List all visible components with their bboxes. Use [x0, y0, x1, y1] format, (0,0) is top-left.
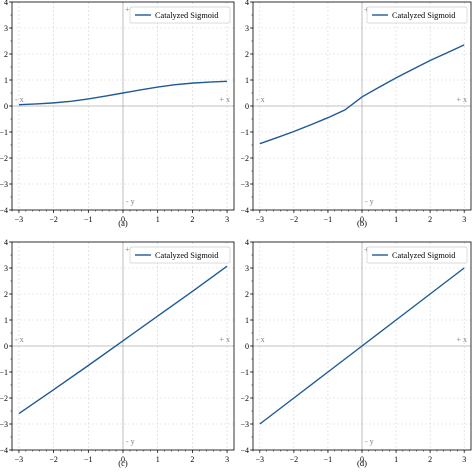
- y-tick-label: −2: [240, 154, 249, 163]
- legend-box: [366, 246, 468, 264]
- y-tick-label: 2: [245, 290, 249, 299]
- y-tick-label: 1: [4, 76, 8, 85]
- pos-x-annotation: + x: [456, 95, 467, 104]
- y-tick-label: 1: [245, 76, 249, 85]
- y-tick-label: −2: [0, 394, 8, 403]
- x-tick-label: −2: [49, 455, 58, 464]
- panel-caption: (a): [118, 218, 128, 228]
- y-tick-label: −3: [0, 420, 8, 429]
- x-tick-label: 3: [225, 215, 229, 224]
- y-tick-label: −2: [240, 394, 249, 403]
- legend-box: [129, 246, 231, 264]
- y-tick-label: 0: [4, 102, 8, 111]
- x-tick-label: 1: [394, 215, 398, 224]
- neg-y-annotation: - y: [365, 197, 374, 206]
- x-tick-label: −2: [290, 455, 299, 464]
- y-tick-label: 4: [245, 238, 249, 247]
- y-tick-label: −1: [240, 128, 249, 137]
- series-line: [259, 267, 465, 425]
- x-tick-label: −1: [84, 455, 93, 464]
- y-tick-label: 4: [4, 238, 8, 247]
- y-tick-label: 2: [4, 50, 8, 59]
- y-tick-label: −3: [0, 180, 8, 189]
- x-tick-label: 0: [121, 215, 125, 224]
- panel-caption: (d): [357, 458, 367, 468]
- x-tick-label: −3: [256, 215, 265, 224]
- legend-box: [366, 6, 468, 24]
- y-tick-label: 1: [4, 316, 8, 325]
- y-tick-label: 2: [4, 290, 8, 299]
- x-tick-label: 1: [156, 215, 160, 224]
- legend-label: Catalyzed Sigmoid: [155, 251, 219, 260]
- x-tick-label: 2: [428, 455, 432, 464]
- neg-x-annotation: - x: [256, 95, 265, 104]
- x-tick-label: 1: [156, 455, 160, 464]
- x-tick-label: −1: [324, 455, 333, 464]
- y-tick-label: −4: [240, 206, 249, 215]
- pos-x-annotation: + x: [456, 335, 467, 344]
- legend-label: Catalyzed Sigmoid: [155, 11, 219, 20]
- y-tick-label: 1: [245, 316, 249, 325]
- series-line: [18, 265, 228, 415]
- y-tick-label: 2: [245, 50, 249, 59]
- x-tick-label: 3: [462, 455, 466, 464]
- x-tick-label: −3: [15, 215, 24, 224]
- x-tick-label: −2: [290, 215, 299, 224]
- x-tick-label: 3: [462, 215, 466, 224]
- neg-y-annotation: - y: [126, 437, 135, 446]
- neg-y-annotation: - y: [365, 437, 374, 446]
- y-tick-label: 0: [4, 342, 8, 351]
- x-tick-label: −3: [15, 455, 24, 464]
- neg-x-annotation: - x: [256, 335, 265, 344]
- x-tick-label: −1: [84, 215, 93, 224]
- y-tick-label: −2: [0, 154, 8, 163]
- y-tick-label: −1: [0, 128, 8, 137]
- y-tick-label: 4: [4, 0, 8, 7]
- x-tick-label: 2: [428, 215, 432, 224]
- neg-x-annotation: - x: [15, 335, 24, 344]
- x-tick-label: −1: [324, 215, 333, 224]
- y-tick-label: 3: [4, 24, 8, 33]
- y-tick-label: 3: [245, 264, 249, 273]
- series-line: [18, 80, 228, 106]
- y-tick-label: 3: [245, 24, 249, 33]
- panel-caption: (c): [118, 458, 128, 468]
- x-tick-label: 0: [360, 215, 364, 224]
- y-tick-label: −3: [240, 420, 249, 429]
- y-tick-label: −3: [240, 180, 249, 189]
- legend-label: Catalyzed Sigmoid: [392, 251, 456, 260]
- panel-caption: (b): [357, 218, 367, 228]
- y-tick-label: 0: [245, 102, 249, 111]
- y-tick-label: 3: [4, 264, 8, 273]
- x-tick-label: 1: [394, 455, 398, 464]
- x-tick-label: 3: [225, 455, 229, 464]
- series-line: [259, 44, 465, 145]
- y-tick-label: −1: [0, 368, 8, 377]
- neg-x-annotation: - x: [15, 95, 24, 104]
- x-tick-label: 2: [190, 215, 194, 224]
- y-tick-label: 4: [245, 0, 249, 7]
- neg-y-annotation: - y: [126, 197, 135, 206]
- pos-x-annotation: + x: [219, 335, 230, 344]
- legend-label: Catalyzed Sigmoid: [392, 11, 456, 20]
- x-tick-label: −2: [49, 215, 58, 224]
- y-tick-label: 0: [245, 342, 249, 351]
- x-tick-label: −3: [256, 455, 265, 464]
- y-tick-label: −4: [0, 446, 8, 455]
- pos-x-annotation: + x: [219, 95, 230, 104]
- y-tick-label: −1: [240, 368, 249, 377]
- legend-box: [129, 6, 231, 24]
- x-tick-label: 0: [121, 455, 125, 464]
- y-tick-label: −4: [0, 206, 8, 215]
- x-tick-label: 0: [360, 455, 364, 464]
- y-tick-label: −4: [240, 446, 249, 455]
- x-tick-label: 2: [190, 455, 194, 464]
